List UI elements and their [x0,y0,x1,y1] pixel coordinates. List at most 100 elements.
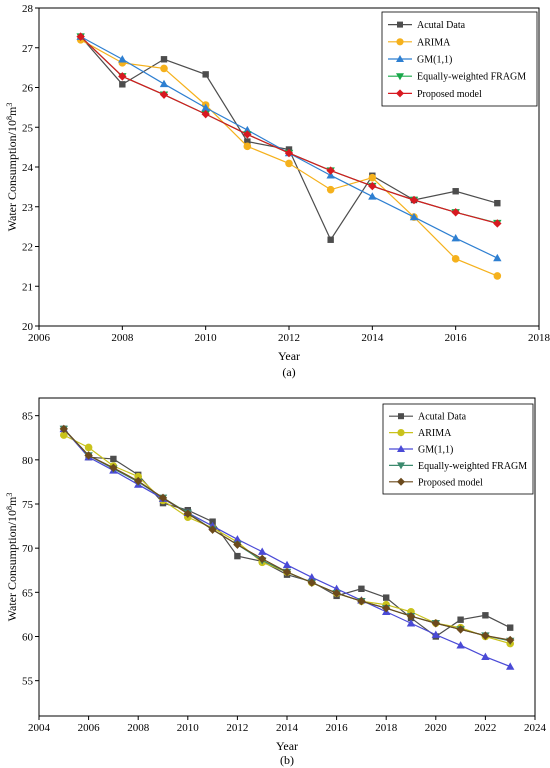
data-point-b-2 [307,573,316,581]
legend-label-b-2: GM(1,1) [418,445,453,456]
data-point-b-4 [332,589,341,598]
data-point-a-4 [201,109,210,119]
y-tick-label-a: 27 [22,43,34,55]
data-point-a-4 [326,166,335,175]
y-tick-label-b: 70 [22,543,34,555]
plot-frame-a [38,7,540,327]
data-point-b-2 [456,641,465,649]
data-point-b-2 [431,630,440,638]
x-tick-label-b: 2004 [28,722,51,734]
data-point-a-0 [119,81,126,88]
data-point-a-1 [243,142,252,151]
y-tick-label-a: 20 [22,321,34,333]
data-point-a-4 [409,195,419,205]
data-point-b-2 [481,652,490,661]
data-point-b-4 [134,476,143,486]
data-point-b-4 [456,625,465,634]
y-tick-label-a: 24 [22,162,34,174]
data-point-a-1 [285,159,293,168]
data-point-b-2 [406,619,416,627]
data-point-a-4 [76,32,85,41]
x-tick-label-b: 2006 [78,722,101,734]
data-point-a-0 [160,56,168,63]
y-tick-label-a: 28 [22,3,34,15]
y-tick-label-b: 65 [22,587,34,599]
x-tick-label-b: 2014 [276,722,299,734]
data-point-a-0 [494,199,501,207]
data-point-a-0 [327,236,334,243]
data-point-a-2 [201,103,210,111]
data-point-b-4 [208,525,217,534]
series-b-4 [59,424,515,645]
caption-a: (a) [282,365,295,379]
legend-label-a-1: ARIMA [417,37,451,48]
x-tick-label-b: 2008 [127,722,150,734]
data-point-a-2 [368,192,377,200]
data-point-b-2 [282,560,292,569]
y-tick-label-a: 26 [22,83,34,95]
data-point-b-0 [110,455,117,463]
y-tick-label-a: 22 [22,242,33,254]
data-point-a-2 [326,171,335,179]
x-tick-label-b: 2016 [326,722,349,734]
legend-marker-a-2 [396,55,404,62]
legend-marker-b-0 [398,413,404,420]
data-point-b-1 [84,443,93,452]
data-point-a-4 [284,148,294,158]
data-point-a-4 [118,72,127,81]
y-tick-label-a: 25 [22,122,34,134]
data-point-b-4 [406,611,416,621]
data-point-a-2 [493,253,502,262]
data-point-b-4 [183,509,192,518]
data-point-b-0 [482,612,489,619]
legend-label-b-1: ARIMA [418,428,452,439]
data-point-b-4 [282,567,292,577]
y-tick-label-b: 55 [22,676,34,688]
legend-marker-a-1 [396,38,404,46]
legend-label-a-4: Proposed model [417,89,482,100]
caption-b: (b) [280,753,294,767]
data-point-b-4 [481,631,490,640]
x-tick-label-a: 2016 [445,332,468,344]
legend-marker-b-3 [397,462,405,470]
chart-panel-b: 2004 2006 2008 2010 2012 2014 2016 2018 2020 2022… [5,397,547,767]
x-tick-label-a: 2012 [278,332,300,344]
legend-label-b-4: Proposed model [418,477,483,488]
x-axis-label-a: Year [278,349,300,363]
data-point-a-4 [368,181,377,191]
data-point-b-4 [357,596,366,606]
x-tick-label-a: 2008 [111,332,134,344]
data-point-a-4 [493,219,502,228]
legend-marker-a-4 [396,89,404,98]
data-point-b-4 [382,604,391,613]
data-point-a-2 [451,233,460,242]
data-point-a-1 [326,185,335,194]
data-point-a-4 [451,208,460,217]
x-axis-label-b: Year [276,739,298,753]
x-tick-label-a: 2010 [195,332,218,344]
data-point-b-4 [307,578,316,587]
x-tick-label-a: 2018 [528,332,550,344]
y-tick-label-a: 21 [22,281,33,293]
data-point-b-0 [358,585,365,592]
data-point-b-4 [506,635,515,645]
data-point-b-0 [209,518,216,525]
data-point-a-1 [368,173,377,182]
legend-a: Acutal Data ARIMA GM(1,1) Equally-weighted … [381,11,538,107]
data-point-b-0 [234,552,241,560]
x-tick-label-b: 2012 [226,722,248,734]
data-point-a-2 [118,55,127,63]
y-axis-label-a: Water Consumption/108m3 [5,103,19,232]
y-tick-label-b: 75 [22,499,34,511]
y-tick-label-b: 60 [22,632,34,644]
data-point-b-4 [158,493,168,503]
data-point-a-0 [452,188,459,195]
x-tick-label-b: 2010 [177,722,200,734]
data-point-a-2 [409,212,419,221]
data-point-b-0 [383,594,390,601]
x-tick-label-b: 2022 [474,722,496,734]
data-point-b-1 [60,431,68,439]
y-tick-label-b: 85 [22,411,34,423]
data-point-a-1 [451,255,460,263]
data-point-b-0 [507,624,514,631]
